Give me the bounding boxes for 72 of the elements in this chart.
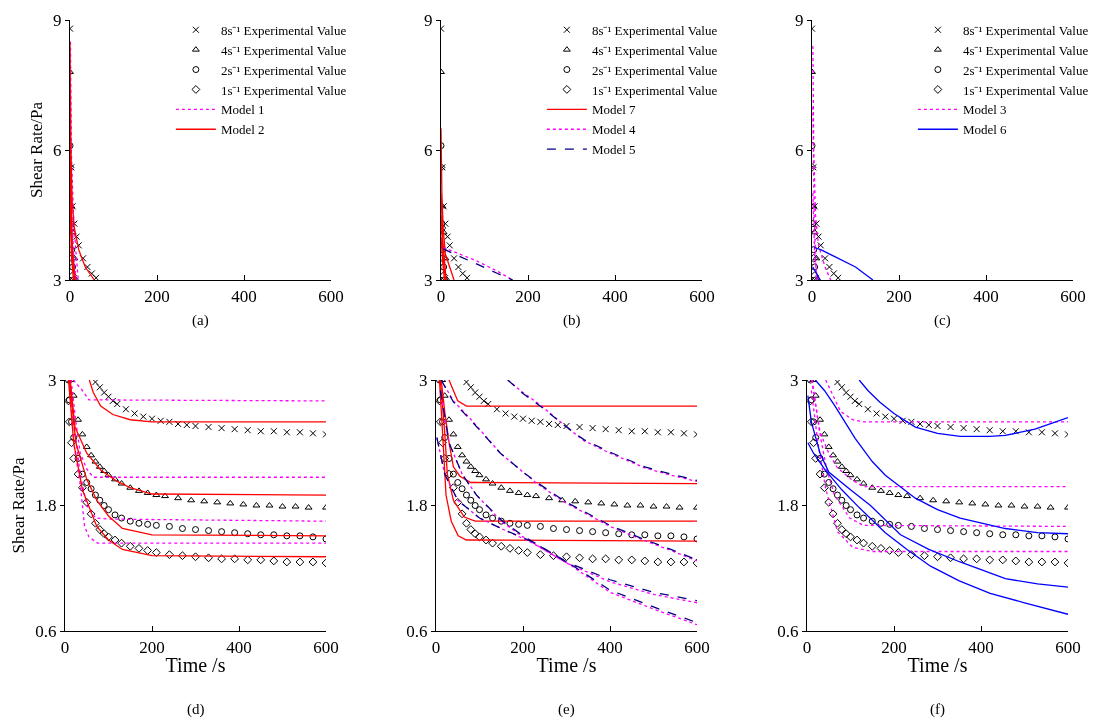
y-tick-label: 1.8 bbox=[406, 496, 428, 516]
legend-label: 2s⁻¹ Experimental Value bbox=[591, 62, 718, 78]
x-tick-label: 0 bbox=[65, 286, 75, 306]
legend-label: Model 4 bbox=[591, 122, 637, 138]
x-tick-label: 0 bbox=[431, 637, 441, 657]
x-tick-label: 400 bbox=[968, 637, 994, 657]
x-tick-label: 400 bbox=[597, 637, 623, 657]
legend-label: 2s⁻¹ Experimental Value bbox=[962, 62, 1089, 78]
y-tick-label: 3 bbox=[418, 370, 428, 390]
x-tick-label: 200 bbox=[515, 286, 541, 306]
y-tick-label: 3 bbox=[789, 370, 799, 390]
x-tick-label: 400 bbox=[226, 637, 252, 657]
legend-label: 8s⁻¹ Experimental Value bbox=[962, 22, 1089, 38]
y-tick-label: 6 bbox=[423, 140, 433, 160]
legend-label: 8s⁻¹ Experimental Value bbox=[591, 22, 718, 38]
legend-label: 1s⁻¹ Experimental Value bbox=[591, 82, 718, 98]
legend-label: Model 7 bbox=[591, 102, 637, 118]
legend-label: 4s⁻¹ Experimental Value bbox=[220, 42, 347, 58]
x-tick-label: 0 bbox=[436, 286, 446, 306]
legend-label: Model 6 bbox=[962, 122, 1008, 138]
x-tick-label: 200 bbox=[144, 286, 170, 306]
text: (e) bbox=[558, 701, 575, 718]
x-tick-label: 600 bbox=[1060, 286, 1086, 306]
x-tick-label: 0 bbox=[60, 637, 70, 657]
legend-label: Model 3 bbox=[962, 102, 1007, 118]
x-tick-label: 200 bbox=[510, 637, 536, 657]
x-tick-label: 600 bbox=[318, 286, 344, 306]
legend-label: 1s⁻¹ Experimental Value bbox=[962, 82, 1089, 98]
x-axis-title: Time /s bbox=[165, 654, 226, 676]
y-tick-label: 9 bbox=[794, 10, 804, 30]
x-tick-label: 200 bbox=[139, 637, 165, 657]
y-tick-label: 3 bbox=[47, 370, 57, 390]
x-tick-label: 600 bbox=[689, 286, 715, 306]
legend-label: 4s⁻¹ Experimental Value bbox=[591, 42, 718, 58]
x-tick-label: 200 bbox=[881, 637, 907, 657]
legend-label: Model 5 bbox=[591, 142, 636, 158]
text: (d) bbox=[187, 701, 205, 718]
y-tick-label: 0.6 bbox=[406, 621, 428, 641]
x-tick-label: 600 bbox=[1055, 637, 1081, 657]
legend-label: 8s⁻¹ Experimental Value bbox=[220, 22, 347, 38]
legend-label: 2s⁻¹ Experimental Value bbox=[220, 62, 347, 78]
y-axis-title: Shear Rate/Pa bbox=[8, 457, 28, 554]
legend-label: 1s⁻¹ Experimental Value bbox=[220, 82, 347, 98]
y-tick-label: 1.8 bbox=[35, 496, 57, 516]
x-tick-label: 0 bbox=[807, 286, 817, 306]
x-tick-label: 400 bbox=[231, 286, 257, 306]
x-axis-title: Time /s bbox=[907, 654, 968, 676]
y-tick-label: 6 bbox=[794, 140, 804, 160]
x-tick-label: 600 bbox=[684, 637, 710, 657]
legend-label: 4s⁻¹ Experimental Value bbox=[962, 42, 1089, 58]
y-tick-label: 1.8 bbox=[777, 496, 799, 516]
legend-label: Model 1 bbox=[220, 102, 265, 118]
y-tick-label: 9 bbox=[52, 10, 62, 30]
x-tick-label: 600 bbox=[313, 637, 339, 657]
x-axis-title: Time /s bbox=[536, 654, 597, 676]
y-tick-label: 3 bbox=[794, 270, 804, 290]
y-tick-label: 3 bbox=[423, 270, 433, 290]
x-tick-label: 200 bbox=[886, 286, 912, 306]
y-tick-label: 3 bbox=[52, 270, 62, 290]
x-tick-label: 400 bbox=[602, 286, 628, 306]
text: (a) bbox=[192, 312, 209, 329]
y-tick-label: 9 bbox=[423, 10, 433, 30]
x-tick-label: 0 bbox=[802, 637, 812, 657]
y-tick-label: 6 bbox=[52, 140, 62, 160]
text: (b) bbox=[563, 312, 581, 329]
text: (f) bbox=[930, 701, 945, 718]
y-tick-label: 0.6 bbox=[35, 621, 57, 641]
x-tick-label: 400 bbox=[973, 286, 999, 306]
y-axis-title: Shear Rate/Pa bbox=[26, 101, 46, 198]
text: (c) bbox=[934, 312, 951, 329]
legend-label: Model 2 bbox=[220, 122, 265, 138]
y-tick-label: 0.6 bbox=[777, 621, 799, 641]
